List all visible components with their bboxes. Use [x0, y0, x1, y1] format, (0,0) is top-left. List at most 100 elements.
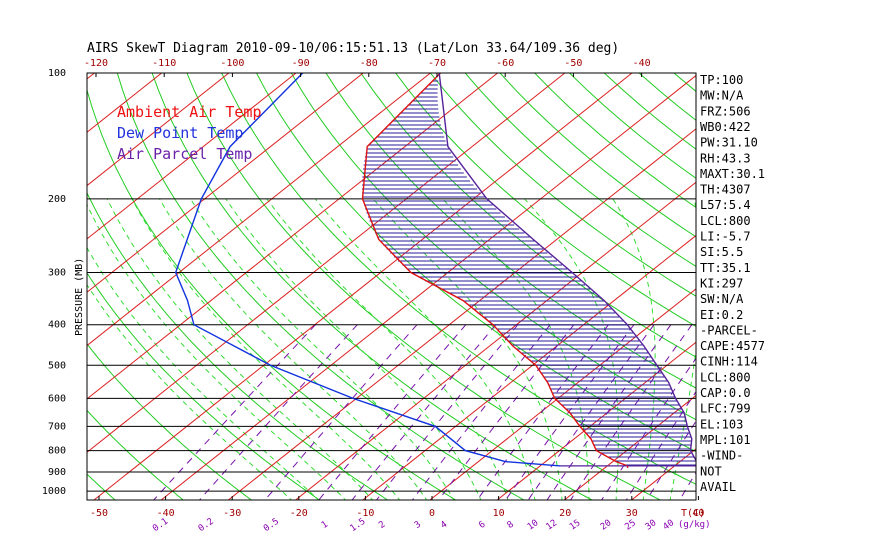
pressure-tick-label: 400: [48, 320, 66, 331]
stability-index: KI:297: [700, 276, 743, 290]
bottom-temp-tick-label: 10: [493, 508, 505, 519]
isotherm: [496, 341, 696, 500]
stability-index: FRZ:506: [700, 104, 751, 118]
mixing-ratio-label: 40: [662, 518, 677, 532]
moist-adiabat: [225, 198, 482, 500]
stability-index: TT:35.1: [700, 261, 751, 275]
dry-adiabat: [325, 73, 696, 389]
dry-adiabat: [87, 191, 389, 500]
pressure-tick-label: 900: [48, 467, 66, 478]
isotherm: [563, 394, 696, 500]
stability-index: CINH:114: [700, 355, 758, 369]
moist-adiabat: [266, 198, 509, 500]
bottom-temp-tick-label: 20: [559, 508, 571, 519]
dry-adiabat: [186, 73, 662, 500]
mixing-ratio-line: [264, 324, 418, 500]
stability-index: SI:5.5: [700, 245, 743, 259]
mixing-ratio-label: 10: [526, 518, 541, 532]
stability-index: NOT: [700, 464, 722, 478]
mixing-ratio-label: 1.5: [348, 517, 367, 535]
mixing-ratio-line: [375, 324, 519, 500]
stability-index: EL:103: [700, 417, 743, 431]
y-axis-label: PRESSURE (MB): [74, 258, 85, 336]
legend-entry: Air Parcel Temp: [117, 145, 252, 163]
dry-adiabat: [151, 73, 594, 500]
stability-index: LI:-5.7: [700, 230, 751, 244]
stability-index: PW:31.10: [700, 136, 758, 150]
mixing-ratio-label: 0.5: [262, 517, 281, 535]
legend-entry: Dew Point Temp: [117, 124, 243, 142]
mixing-ratio-label: 4: [439, 520, 449, 531]
stability-index: CAP:0.0: [700, 386, 751, 400]
chart-title: AIRS SkewT Diagram 2010-09-10/06:15:51.1…: [87, 41, 619, 56]
dry-adiabat: [87, 409, 185, 500]
cape-hatch-area: [362, 80, 696, 466]
bottom-temp-tick-label: 40: [692, 508, 704, 519]
mixing-ratio-label: 15: [568, 518, 583, 532]
mixing-ratio-label: 8: [506, 520, 516, 531]
stability-index: TH:4307: [700, 183, 751, 197]
legend-entry: Ambient Air Temp: [117, 103, 262, 121]
plot-frame: [86, 72, 697, 501]
pressure-tick-label: 600: [48, 393, 66, 404]
isotherm: [87, 73, 432, 347]
pressure-tick-label: 800: [48, 446, 66, 457]
moist-adiabat: [106, 198, 374, 500]
x-axis-label: T(C): [681, 508, 705, 519]
mixing-ratio-line: [646, 420, 696, 500]
stability-index: WB0:422: [700, 120, 751, 134]
bottom-temp-tick-label: -10: [356, 508, 374, 519]
mixing-ratio-line: [351, 324, 497, 500]
stability-index: -PARCEL-: [700, 323, 758, 337]
bottom-temp-tick-label: 30: [626, 508, 638, 519]
stability-index: MPL:101: [700, 433, 751, 447]
dry-adiabat: [87, 272, 321, 500]
dry-adiabat: [464, 73, 696, 267]
stability-index: RH:43.3: [700, 151, 751, 165]
isotherm: [227, 128, 696, 500]
top-temp-tick-label: -50: [564, 58, 582, 69]
dry-adiabat: [116, 73, 525, 500]
moist-adiabat: [442, 198, 590, 500]
mixing-ratio-line: [198, 324, 358, 500]
mixing-ratio-label: 20: [599, 518, 614, 532]
stability-index: EI:0.2: [700, 308, 743, 322]
isotherm: [87, 73, 499, 400]
stability-index: LCL:800: [700, 370, 751, 384]
dry-adiabat: [255, 73, 696, 453]
stability-index: MAXT:30.1: [700, 167, 765, 181]
mixing-ratio-line: [569, 324, 693, 500]
top-temp-tick-label: -40: [633, 58, 651, 69]
moist-adiabat: [372, 198, 563, 500]
moist-adiabat: [159, 198, 428, 500]
dry-adiabat: [499, 73, 696, 238]
mixing-ratio-line: [411, 324, 551, 500]
bottom-temp-tick-label: -20: [290, 508, 308, 519]
stability-index: LFC:799: [700, 402, 751, 416]
stability-index: LCL:800: [700, 214, 751, 228]
isotherm: [429, 288, 696, 500]
isotherm: [361, 234, 696, 500]
moist-adiabat: [87, 283, 293, 500]
bottom-temp-tick-label: -40: [157, 508, 175, 519]
mixing-ratio-label: 0.2: [197, 517, 216, 535]
dry-adiabat: [394, 73, 696, 328]
dry-adiabat: [0, 0, 49, 502]
dry-adiabat: [429, 73, 696, 297]
dry-adiabat: [87, 88, 457, 500]
mixing-ratio-line: [601, 357, 696, 500]
ambient-air-temp-line: [361, 73, 628, 467]
top-temp-tick-label: -120: [84, 58, 108, 69]
stability-index: -WIND-: [700, 449, 743, 463]
plot-border: [86, 72, 697, 501]
stability-index: MW:N/A: [700, 89, 744, 103]
pressure-tick-label: 200: [48, 194, 66, 205]
pressure-tick-label: 700: [48, 421, 66, 432]
isotherm: [0, 0, 10, 502]
top-temp-tick-label: -90: [292, 58, 310, 69]
pressure-tick-label: 100: [48, 68, 66, 79]
air-parcel-temp-line: [438, 73, 696, 462]
mixing-ratio-label: 2: [377, 520, 387, 531]
isotherm: [87, 73, 365, 293]
